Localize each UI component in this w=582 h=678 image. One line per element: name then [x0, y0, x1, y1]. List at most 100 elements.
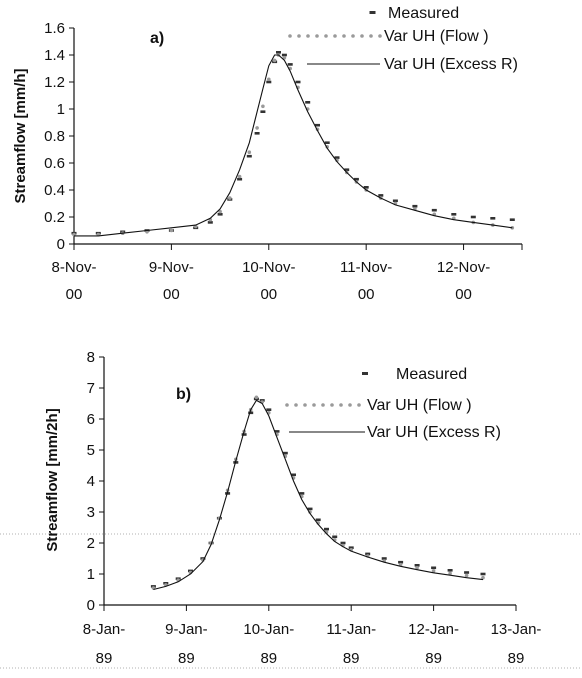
data-point-measured — [348, 546, 354, 549]
data-point-var-uh-flow — [481, 575, 485, 580]
y-tick-label: 0 — [57, 236, 65, 253]
data-point-measured — [340, 541, 346, 545]
legend-marker-flow — [297, 34, 301, 38]
y-axis-title: Streamflow [mm/h] — [12, 68, 29, 203]
y-tick-label: 8 — [87, 349, 95, 366]
panel-label: b) — [176, 386, 191, 403]
legend-marker-measured — [362, 372, 368, 375]
x-tick-label: 12-Nov- — [437, 259, 490, 276]
x-tick-label: 9-Jan- — [165, 621, 208, 638]
data-point-var-uh-flow — [247, 150, 252, 154]
legend-marker-flow — [351, 34, 355, 38]
legend-marker-flow — [357, 403, 361, 407]
data-point-measured — [324, 527, 329, 531]
y-tick-label: 3 — [87, 504, 95, 521]
data-point-measured — [365, 552, 371, 556]
data-point-var-uh-flow — [261, 104, 265, 109]
data-point-measured — [274, 430, 280, 433]
y-tick-label: 1 — [87, 566, 95, 583]
y-tick-label: 0 — [87, 597, 95, 614]
x-tick-label: 00 — [260, 286, 277, 303]
legend-marker-flow — [324, 34, 328, 38]
data-point-measured — [254, 132, 260, 135]
legend-label: Measured — [396, 366, 467, 383]
data-point-measured — [392, 199, 398, 203]
y-tick-label: 5 — [87, 442, 95, 459]
legend-marker-flow — [342, 34, 346, 38]
data-point-measured — [217, 213, 223, 216]
data-point-measured — [334, 156, 340, 159]
data-point-var-uh-flow — [464, 573, 469, 578]
data-point-measured — [490, 217, 496, 220]
data-point-var-uh-flow — [237, 174, 242, 179]
legend-marker-flow — [378, 34, 382, 38]
data-point-measured — [266, 80, 272, 84]
data-point-measured — [315, 518, 321, 522]
data-point-measured — [480, 572, 486, 576]
data-point-measured — [398, 560, 404, 564]
data-point-measured — [291, 473, 296, 477]
data-point-measured — [431, 208, 437, 212]
data-point-measured — [344, 168, 350, 171]
x-tick-label: 00 — [66, 286, 83, 303]
data-point-measured — [299, 492, 305, 495]
data-point-measured — [315, 123, 320, 127]
data-point-measured — [237, 177, 243, 181]
legend-marker-flow — [315, 34, 319, 38]
data-point-measured — [287, 63, 293, 66]
legend-label: Var UH (Excess R) — [367, 424, 501, 441]
y-tick-label: 1.2 — [44, 74, 65, 91]
legend-label: Var UH (Excess R) — [384, 56, 518, 73]
data-point-var-uh-flow — [415, 566, 419, 570]
data-point-measured — [324, 141, 330, 144]
data-point-measured — [431, 566, 437, 570]
data-point-measured — [414, 564, 420, 567]
x-tick-label: 00 — [358, 286, 375, 303]
x-tick-label: 11-Nov- — [340, 259, 392, 276]
legend-marker-flow — [330, 403, 334, 407]
data-point-measured — [509, 218, 515, 221]
legend-marker-flow — [348, 403, 352, 407]
x-tick-label: 11-Jan- — [326, 621, 376, 638]
data-point-measured — [353, 177, 359, 181]
y-tick-label: 0.2 — [44, 209, 65, 226]
data-point-measured — [363, 186, 369, 189]
data-point-measured — [412, 204, 418, 208]
data-point-measured — [381, 557, 387, 560]
x-tick-label: 12-Jan- — [408, 621, 459, 638]
x-tick-label: 89 — [508, 650, 525, 667]
x-tick-label: 89 — [343, 650, 360, 667]
x-tick-label: 10-Nov- — [242, 259, 295, 276]
legend-marker-flow — [369, 34, 373, 38]
x-tick-label: 10-Jan- — [243, 621, 294, 638]
panel-label: a) — [150, 30, 164, 47]
y-tick-label: 1 — [57, 101, 65, 118]
x-tick-label: 8-Jan- — [83, 621, 126, 638]
legend-marker-flow — [333, 34, 337, 38]
data-point-measured — [447, 569, 453, 572]
data-point-measured — [281, 53, 287, 57]
legend-marker-measured — [369, 11, 376, 14]
data-point-var-uh-flow — [282, 55, 287, 60]
x-tick-label: 8-Nov- — [51, 259, 96, 276]
legend-marker-flow — [306, 34, 310, 38]
legend-label: Var UH (Flow ) — [367, 397, 472, 414]
data-point-var-uh-flow — [255, 126, 259, 130]
data-point-var-uh-flow — [448, 571, 452, 576]
y-tick-label: 0.8 — [44, 128, 65, 145]
data-point-measured — [307, 507, 313, 511]
data-point-var-uh-flow — [272, 58, 277, 63]
data-point-measured — [248, 411, 254, 415]
data-point-var-uh-flow — [254, 395, 259, 400]
legend-label: Measured — [388, 5, 459, 22]
series-line-excess-r — [153, 399, 484, 591]
x-tick-label: 89 — [96, 650, 113, 667]
data-point-measured — [332, 535, 338, 539]
data-point-measured — [295, 80, 301, 84]
x-tick-label: 89 — [260, 650, 277, 667]
legend-marker-flow — [360, 34, 364, 38]
legend-label: Var UH (Flow ) — [384, 28, 489, 45]
data-point-measured — [470, 215, 476, 219]
y-tick-label: 2 — [87, 535, 95, 552]
